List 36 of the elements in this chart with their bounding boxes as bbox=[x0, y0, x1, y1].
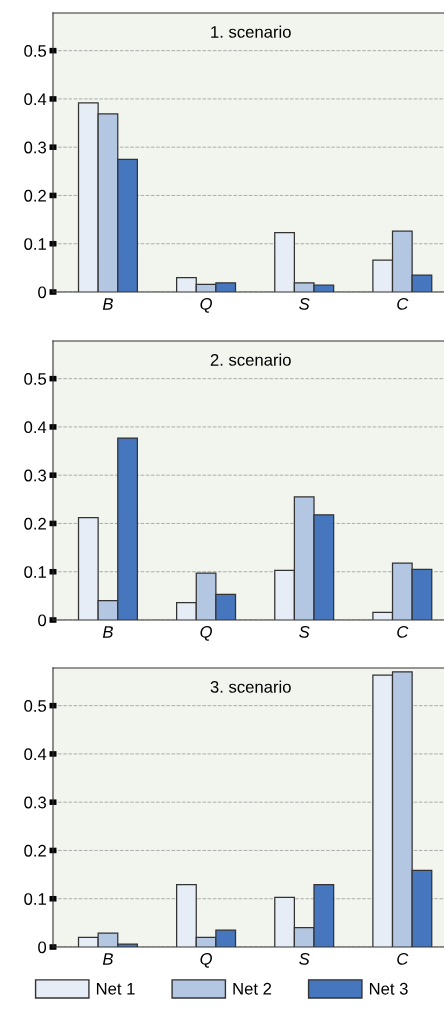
y-tick-label: 0.1 bbox=[24, 893, 46, 905]
x-tick-label: C bbox=[397, 298, 409, 310]
y-tick-label: 0.5 bbox=[24, 373, 47, 385]
y-tick-label: 0.5 bbox=[24, 700, 47, 712]
y-tick-label: 0 bbox=[38, 286, 47, 299]
text: 1. scenario bbox=[211, 25, 291, 38]
y-tick-label: 0.2 bbox=[24, 189, 46, 202]
y-tick-label: 0.2 bbox=[24, 517, 46, 530]
x-tick-label: C bbox=[397, 626, 409, 638]
x-tick-label: S bbox=[299, 953, 310, 965]
x-tick-label: S bbox=[299, 298, 310, 310]
y-tick-label: 0.3 bbox=[24, 469, 47, 482]
text: 3. scenario bbox=[210, 680, 291, 693]
y-tick-label: 0.4 bbox=[24, 421, 47, 434]
y-tick-label: 0.2 bbox=[24, 844, 46, 857]
y-tick-label: 0 bbox=[38, 614, 47, 627]
legend-label: Net 2 bbox=[233, 982, 272, 995]
y-tick-label: 0.1 bbox=[24, 566, 46, 578]
x-tick-label: B bbox=[102, 626, 113, 638]
x-tick-label: C bbox=[397, 953, 409, 965]
x-tick-label: Q bbox=[200, 298, 213, 313]
y-tick-label: 0.1 bbox=[24, 238, 46, 250]
text: 2. scenario bbox=[210, 353, 291, 366]
x-tick-label: Q bbox=[200, 953, 213, 968]
y-tick-label: 0.3 bbox=[24, 796, 47, 809]
y-tick-label: 0.5 bbox=[24, 45, 47, 57]
y-tick-label: 0.4 bbox=[24, 93, 47, 106]
legend-label: Net 3 bbox=[369, 982, 408, 995]
x-tick-label: Q bbox=[200, 626, 213, 641]
y-tick-label: 0.4 bbox=[24, 748, 47, 761]
x-tick-label: B bbox=[102, 298, 113, 310]
x-tick-label: B bbox=[102, 953, 113, 965]
legend-label: Net 1 bbox=[96, 983, 135, 995]
x-tick-label: S bbox=[299, 626, 310, 638]
y-tick-label: 0.3 bbox=[24, 141, 47, 154]
y-tick-label: 0 bbox=[38, 941, 47, 954]
